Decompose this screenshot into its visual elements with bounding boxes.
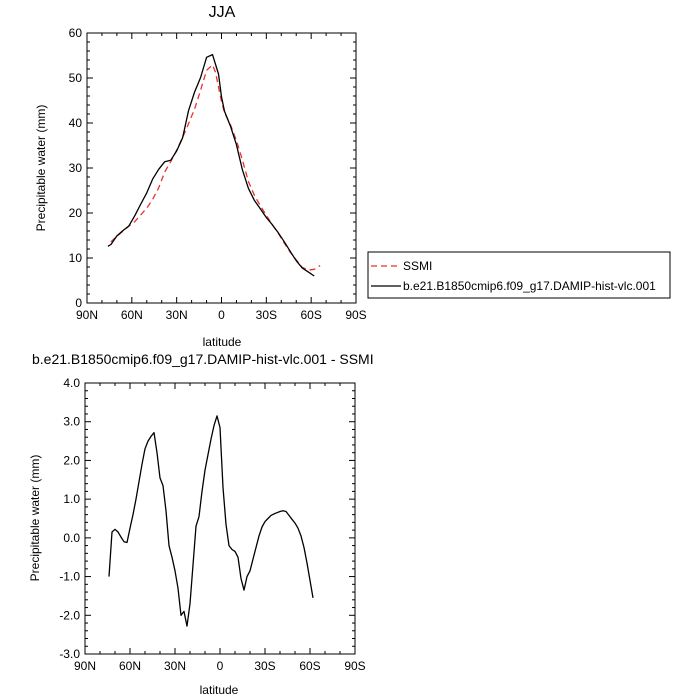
legend-box xyxy=(367,251,671,299)
series-line-0 xyxy=(108,415,314,627)
y-tick-label: 50 xyxy=(69,71,83,85)
x-tick-label: 60S xyxy=(300,308,321,322)
axis-ticks: 90N 60N 30N 0 30S 60S 90S -3.0 -2.0 -1.0 0.0 1.0 2.0… xyxy=(59,376,365,673)
x-tick-label: 90S xyxy=(344,659,365,673)
y-tick-label: 4.0 xyxy=(63,376,80,390)
y-tick-label: 40 xyxy=(69,116,83,130)
y-tick-label: -2.0 xyxy=(59,608,80,622)
y-tick-label: 2.0 xyxy=(63,453,80,467)
plot-frame xyxy=(84,382,356,655)
y-tick-label: 0.0 xyxy=(63,531,80,545)
y-tick-label: 60 xyxy=(69,26,83,40)
y-tick-label: 1.0 xyxy=(63,492,80,506)
x-tick-label: 90N xyxy=(76,308,98,322)
x-tick-label: 30S xyxy=(254,659,275,673)
series-group xyxy=(108,415,314,627)
series-group xyxy=(107,53,321,277)
y-tick-label: 0 xyxy=(75,296,82,310)
legend: SSMI b.e21.B1850cmip6.f09_g17.DAMIP-hist… xyxy=(367,251,671,299)
x-tick-label: 60S xyxy=(299,659,320,673)
y-tick-label: 10 xyxy=(69,251,83,265)
x-tick-label: 30S xyxy=(256,308,277,322)
series-line-1 xyxy=(107,53,315,277)
y-tick-label: -1.0 xyxy=(59,570,80,584)
x-tick-label: 0 xyxy=(218,308,225,322)
axis-ticks: 90N 60N 30N 0 30S 60S 90S 0 10 20 30 40 50 60 xyxy=(69,26,367,322)
x-axis-label: latitude xyxy=(203,335,242,349)
y-tick-label: 3.0 xyxy=(63,415,80,429)
x-tick-label: 90S xyxy=(345,308,366,322)
x-tick-label: 0 xyxy=(217,659,224,673)
y-axis-label: Precipitable water (mm) xyxy=(34,105,48,232)
y-tick-label: 30 xyxy=(69,161,83,175)
chart-difference: b.e21.B1850cmip6.f09_g17.DAMIP-hist-vlc.… xyxy=(28,351,374,697)
legend-entry-model: b.e21.B1850cmip6.f09_g17.DAMIP-hist-vlc.… xyxy=(403,279,656,293)
chart-jja: JJA Precipitable water (mm) latitude 90N… xyxy=(34,4,367,349)
chart-title: b.e21.B1850cmip6.f09_g17.DAMIP-hist-vlc.… xyxy=(32,351,374,367)
plot-frame xyxy=(86,32,357,304)
x-tick-label: 30N xyxy=(166,308,188,322)
x-tick-label: 90N xyxy=(74,659,96,673)
x-tick-label: 60N xyxy=(119,659,141,673)
y-tick-label: -3.0 xyxy=(59,647,80,661)
x-axis-label: latitude xyxy=(200,683,239,697)
y-tick-label: 20 xyxy=(69,206,83,220)
y-axis-label: Precipitable water (mm) xyxy=(28,455,42,582)
x-tick-label: 30N xyxy=(164,659,186,673)
x-tick-label: 60N xyxy=(121,308,143,322)
legend-entry-ssmi: SSMI xyxy=(403,259,432,273)
series-line-0 xyxy=(110,64,321,271)
chart-title: JJA xyxy=(209,4,236,21)
